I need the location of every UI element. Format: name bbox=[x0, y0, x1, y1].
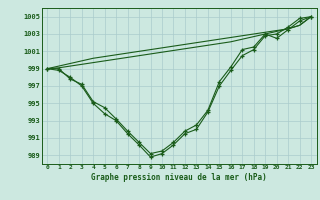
X-axis label: Graphe pression niveau de la mer (hPa): Graphe pression niveau de la mer (hPa) bbox=[91, 173, 267, 182]
